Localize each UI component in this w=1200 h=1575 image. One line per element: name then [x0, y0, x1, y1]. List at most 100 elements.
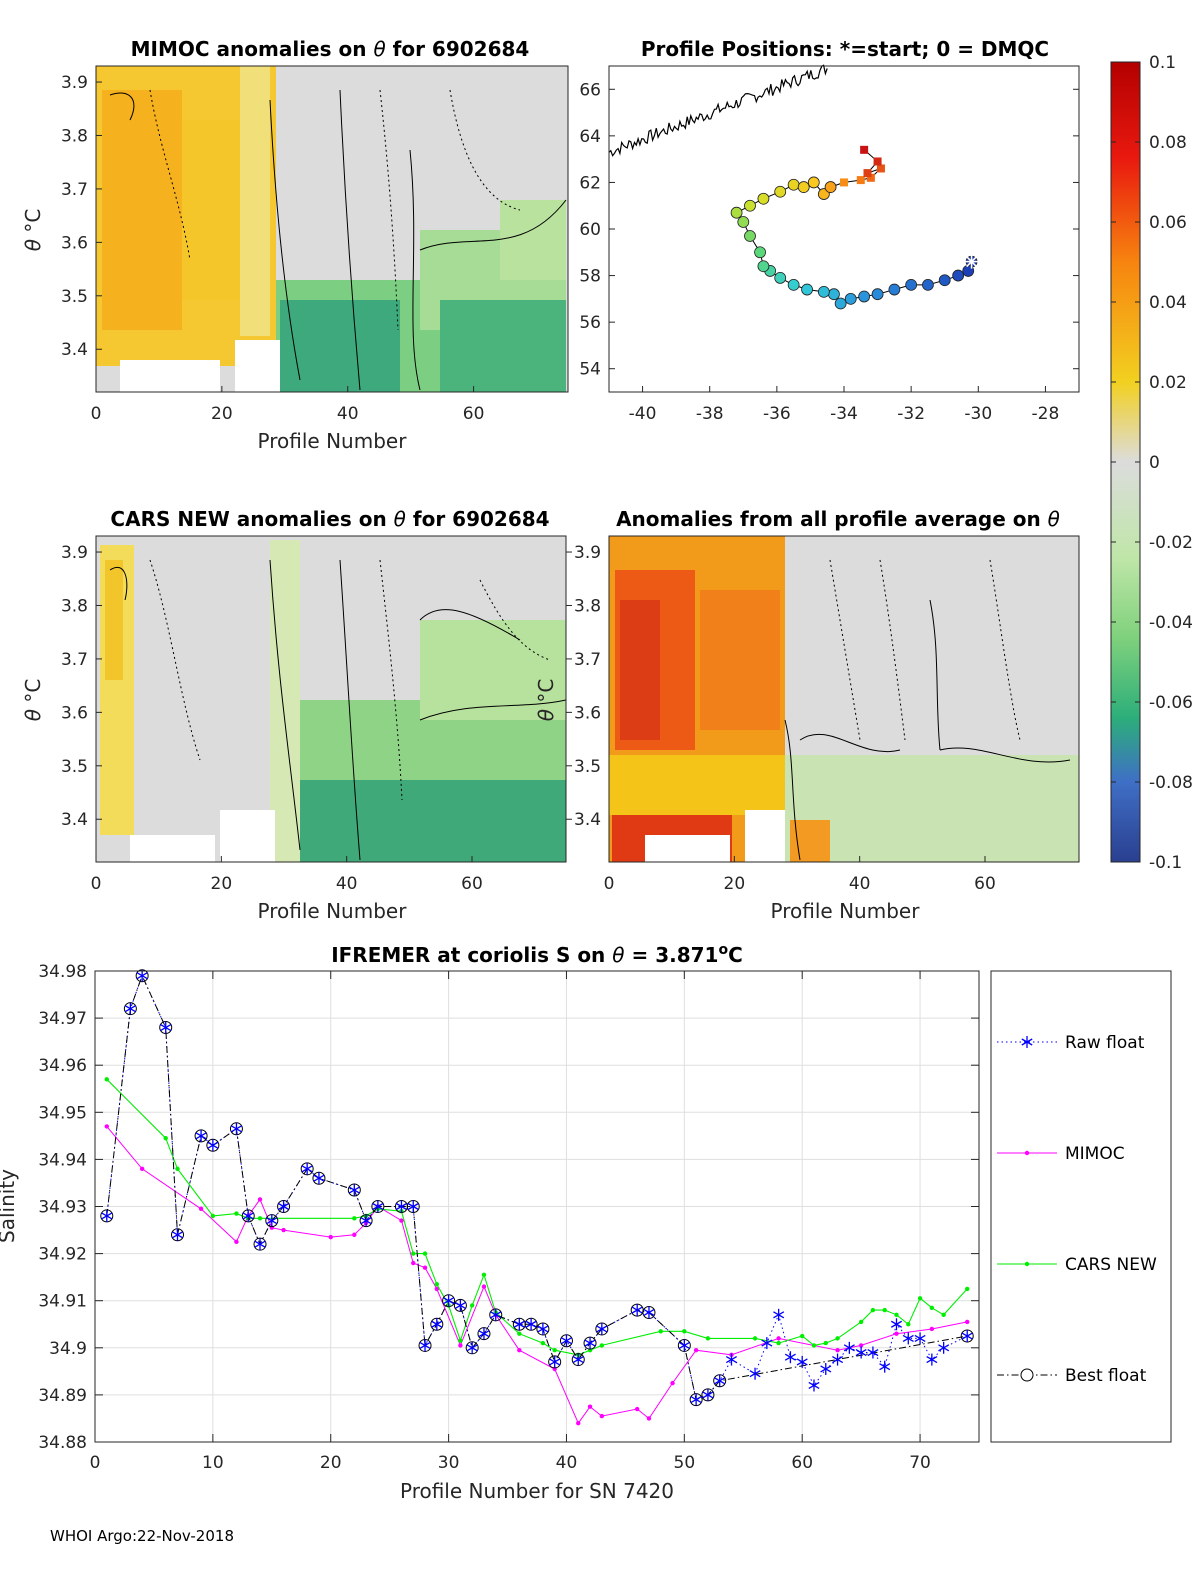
colorbar: 0.1 0.08 0.06 0.04 0.02 0 -0.02 -0.04 -0.06 -0.08… [1110, 53, 1193, 873]
mimoc-point [858, 1343, 864, 1348]
raw-float-point [136, 969, 148, 982]
raw-float-point [537, 1322, 549, 1335]
mimoc-point [965, 1319, 970, 1325]
cars-new-point [540, 1340, 546, 1346]
positions-panel: Profile Positions: *=start; 0 = DMQC 66 6… [579, 37, 1080, 424]
cars-new-point [894, 1312, 899, 1318]
mimoc-point [481, 1284, 487, 1289]
reference-track-path [608, 64, 828, 157]
x-tick-label: 60 [974, 874, 996, 894]
cars-new-point [422, 1251, 428, 1256]
x-tick-label: 40 [336, 874, 358, 894]
colorbar-tick-label: 0.02 [1149, 373, 1187, 393]
y-tick-label: 60 [579, 220, 601, 240]
y-tick-label: 3.6 [61, 233, 88, 253]
y-tick-label: 34.95 [38, 1103, 87, 1123]
raw-float-point [855, 1346, 867, 1359]
raw-float-point [832, 1353, 844, 1366]
y-tick-label: 3.5 [574, 757, 601, 777]
y-tick-label: 34.92 [38, 1245, 87, 1265]
position-marker [774, 271, 787, 284]
mimoc-point [894, 1331, 899, 1336]
raw-float-point [572, 1353, 584, 1366]
salinity-xlabel: Profile Number for SN 7420 [400, 1479, 674, 1503]
position-marker [774, 185, 787, 198]
x-tick-label: 70 [909, 1453, 931, 1473]
y-tick-label: 58 [579, 267, 601, 287]
raw-float-point [902, 1332, 914, 1345]
cars-new-point [210, 1213, 216, 1219]
colorbar-tick-label: 0.1 [1149, 53, 1176, 73]
x-tick-label: 20 [211, 404, 233, 424]
cars-new-point [175, 1166, 180, 1172]
cars-new-point [434, 1282, 440, 1287]
position-marker [844, 292, 857, 305]
raw-float-point [926, 1353, 938, 1366]
mimoc-ylabel: θ °C [21, 209, 45, 252]
x-tick-label: -32 [897, 404, 925, 424]
y-tick-label: 3.7 [574, 650, 601, 670]
raw-float-point [914, 1332, 926, 1345]
colorbar-tick-label: 0.04 [1149, 293, 1187, 313]
profile-average-title: Anomalies from all profile average on θ [616, 507, 1060, 531]
legend-label: CARS NEW [1065, 1255, 1157, 1275]
y-tick-label: 3.5 [61, 287, 88, 307]
cars-new-point [469, 1303, 475, 1308]
y-tick-label: 3.4 [574, 810, 601, 830]
position-marker [737, 216, 750, 228]
mimoc-point [434, 1286, 440, 1292]
x-tick-label: -38 [696, 404, 724, 424]
colorbar-tick-label: -0.06 [1149, 693, 1193, 713]
y-tick-label: 56 [579, 313, 601, 333]
x-tick-label: 60 [791, 1453, 813, 1473]
y-tick-label: 34.89 [38, 1386, 87, 1406]
position-marker [866, 173, 875, 182]
position-marker [828, 288, 840, 301]
raw-float-point [584, 1337, 596, 1350]
raw-float-point [254, 1238, 266, 1251]
position-marker [754, 246, 766, 259]
mimoc-point [422, 1265, 428, 1270]
raw-float-point [101, 1209, 113, 1222]
position-marker [871, 288, 884, 301]
y-tick-label: 3.6 [61, 703, 88, 723]
mimoc-point [234, 1239, 239, 1245]
cars-panel: CARS NEW anomalies on θ for 6902684 3.9 3… [21, 507, 567, 923]
cars-new-point [552, 1347, 557, 1353]
x-tick-label: 60 [463, 404, 485, 424]
raw-float-point [195, 1129, 207, 1142]
raw-float-point [313, 1172, 325, 1185]
legend-item: MIMOC [997, 1144, 1125, 1164]
cars-new-point [682, 1329, 687, 1334]
start-marker [964, 254, 979, 269]
cars-new-point [752, 1336, 758, 1341]
position-marker [801, 283, 813, 296]
raw-float-point [513, 1318, 525, 1331]
position-marker [856, 176, 865, 185]
legend-label: Best float [1065, 1366, 1147, 1386]
legend-label: MIMOC [1065, 1144, 1125, 1164]
x-tick-label: 30 [438, 1453, 460, 1473]
x-tick-label: -36 [763, 404, 791, 424]
position-marker [888, 283, 901, 296]
mimoc-point [693, 1347, 699, 1353]
cars-heatmap [96, 536, 566, 862]
position-marker [807, 176, 820, 189]
cars-new-point [929, 1305, 935, 1310]
raw-float-point [867, 1346, 879, 1359]
raw-float-point [879, 1360, 891, 1373]
mimoc-point [599, 1413, 605, 1419]
position-marker [840, 178, 848, 187]
cars-new-point [906, 1322, 911, 1327]
mimoc-heatmap [96, 66, 568, 392]
raw-float-point [749, 1367, 761, 1380]
raw-float-point [395, 1200, 407, 1213]
position-marker [834, 297, 847, 310]
mimoc-point [399, 1218, 404, 1223]
cars-title: CARS NEW anomalies on θ for 6902684 [110, 507, 549, 531]
x-tick-label: -30 [964, 404, 992, 424]
mimoc-point [328, 1234, 333, 1240]
raw-float-point [702, 1388, 714, 1401]
y-tick-label: 3.6 [574, 703, 601, 723]
raw-float-point [714, 1374, 726, 1387]
